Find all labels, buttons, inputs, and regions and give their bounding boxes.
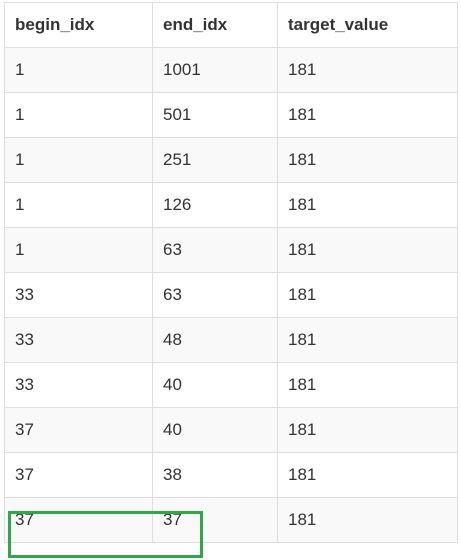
table-row: 1 501 181 [5, 93, 458, 138]
end-idx-cell: 37 [153, 498, 278, 543]
end-idx-cell: 1001 [153, 48, 278, 93]
target-value-cell: 181 [278, 48, 458, 93]
begin-idx-cell: 1 [5, 228, 153, 273]
end-idx-cell: 38 [153, 453, 278, 498]
target-value-cell: 181 [278, 453, 458, 498]
table-row: 1 251 181 [5, 138, 458, 183]
begin-idx-cell: 33 [5, 273, 153, 318]
end-idx-cell: 63 [153, 273, 278, 318]
end-idx-cell: 501 [153, 93, 278, 138]
target-value-cell: 181 [278, 138, 458, 183]
header-target-value: target_value [278, 3, 458, 48]
end-idx-cell: 40 [153, 408, 278, 453]
target-value-cell: 181 [278, 93, 458, 138]
begin-idx-cell: 1 [5, 93, 153, 138]
target-value-cell: 181 [278, 183, 458, 228]
results-table: begin_idx end_idx target_value 1 1001 181 1… [4, 2, 458, 543]
begin-idx-cell: 1 [5, 48, 153, 93]
header-end-idx: end_idx [153, 3, 278, 48]
table-row: 37 38 181 [5, 453, 458, 498]
table-row: 33 40 181 [5, 363, 458, 408]
header-begin-idx: begin_idx [5, 3, 153, 48]
table-row: 1 63 181 [5, 228, 458, 273]
end-idx-cell: 126 [153, 183, 278, 228]
begin-idx-cell: 37 [5, 408, 153, 453]
begin-idx-cell: 33 [5, 363, 153, 408]
table-row: 1 1001 181 [5, 48, 458, 93]
table-row: 37 37 181 [5, 498, 458, 543]
target-value-cell: 181 [278, 228, 458, 273]
header-row: begin_idx end_idx target_value [5, 3, 458, 48]
table-row: 33 48 181 [5, 318, 458, 363]
begin-idx-cell: 33 [5, 318, 153, 363]
target-value-cell: 181 [278, 273, 458, 318]
begin-idx-cell: 37 [5, 498, 153, 543]
table-row: 1 126 181 [5, 183, 458, 228]
end-idx-cell: 40 [153, 363, 278, 408]
target-value-cell: 181 [278, 318, 458, 363]
end-idx-cell: 48 [153, 318, 278, 363]
end-idx-cell: 63 [153, 228, 278, 273]
begin-idx-cell: 37 [5, 453, 153, 498]
begin-idx-cell: 1 [5, 183, 153, 228]
table-row: 33 63 181 [5, 273, 458, 318]
target-value-cell: 181 [278, 498, 458, 543]
target-value-cell: 181 [278, 408, 458, 453]
table-row: 37 40 181 [5, 408, 458, 453]
end-idx-cell: 251 [153, 138, 278, 183]
begin-idx-cell: 1 [5, 138, 153, 183]
target-value-cell: 181 [278, 363, 458, 408]
